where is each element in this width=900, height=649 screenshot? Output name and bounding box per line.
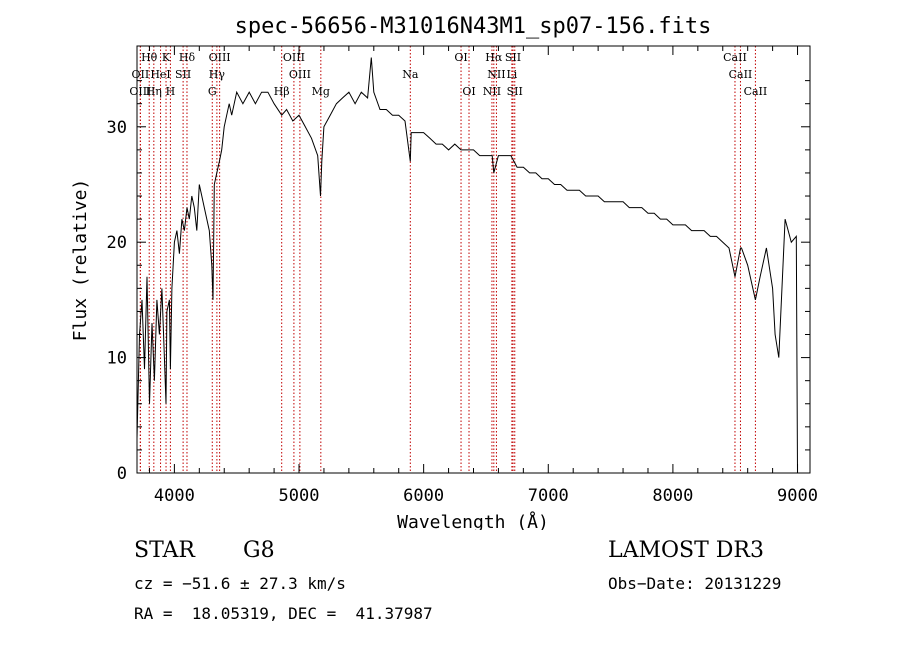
marker-label-17: CaII: [729, 68, 753, 81]
marker-label-22: Hβ: [274, 85, 290, 98]
x-tick-label: 5000: [279, 486, 320, 506]
x-tick-label: 9000: [777, 486, 818, 506]
x-tick-label: 6000: [403, 486, 444, 506]
observation-date: Obs−Date: 20131229: [608, 574, 782, 593]
x-axis-ticks: 4000 5000 6000 7000 8000 9000: [148, 46, 818, 506]
y-tick-label: 0: [117, 464, 127, 484]
x-tick-label: 4000: [154, 486, 195, 506]
marker-label-2: Hδ: [179, 51, 196, 64]
plot-frame: [136, 45, 811, 474]
marker-label-7: SII: [505, 51, 521, 64]
marker-label-4: OIII: [283, 51, 305, 64]
object-type: STAR: [134, 538, 195, 563]
spectral-line-markers: [139, 46, 756, 473]
spectrum-line: [136, 57, 798, 474]
marker-label-9: OII: [132, 68, 150, 81]
marker-label-6: Hα: [485, 51, 503, 64]
survey-label: LAMOST DR3: [608, 538, 764, 563]
marker-label-3: OIII: [209, 51, 231, 64]
marker-label-12: Hγ: [209, 68, 226, 81]
marker-label-20: H: [166, 85, 176, 98]
marker-label-0: Hθ: [141, 51, 158, 64]
marker-label-19: Hη: [146, 85, 162, 98]
marker-label-24: OI: [462, 85, 475, 98]
marker-label-11: SII: [175, 68, 191, 81]
y-tick-label: 20: [107, 233, 127, 253]
marker-label-26: SII: [507, 85, 523, 98]
marker-label-5: OI: [454, 51, 467, 64]
spectrum-chart: spec-56656-M31016N43M1_sp07-156.fits Hθ K…: [70, 14, 818, 530]
y-axis-label: Flux (relative): [70, 179, 91, 342]
marker-label-8: CaII: [723, 51, 747, 64]
x-tick-label: 7000: [528, 486, 569, 506]
redshift-info: cz = −51.6 ± 27.3 km/s: [134, 574, 346, 593]
marker-label-10: HeI: [150, 68, 170, 81]
marker-label-18: OIII: [129, 85, 151, 98]
marker-label-25: NII: [483, 85, 501, 98]
marker-label-1: K: [162, 51, 171, 64]
y-tick-label: 10: [107, 349, 127, 369]
marker-label-23: Mg: [312, 85, 330, 98]
spectral-subclass: G8: [243, 538, 275, 563]
chart-title: spec-56656-M31016N43M1_sp07-156.fits: [235, 14, 712, 39]
marker-label-14: Na: [402, 68, 419, 81]
marker-label-13: OIII: [289, 68, 311, 81]
x-tick-label: 8000: [652, 486, 693, 506]
marker-label-16: Li: [506, 68, 517, 81]
marker-label-15: NII: [487, 68, 505, 81]
x-axis-label: Wavelength (Å): [397, 511, 549, 530]
coordinates: RA = 18.05319, DEC = 41.37987: [134, 604, 433, 623]
marker-label-21: G: [208, 85, 217, 98]
marker-label-27: CaII: [744, 85, 768, 98]
y-tick-label: 30: [107, 118, 127, 138]
y-axis-ticks: 0 10 20 30: [107, 80, 810, 484]
